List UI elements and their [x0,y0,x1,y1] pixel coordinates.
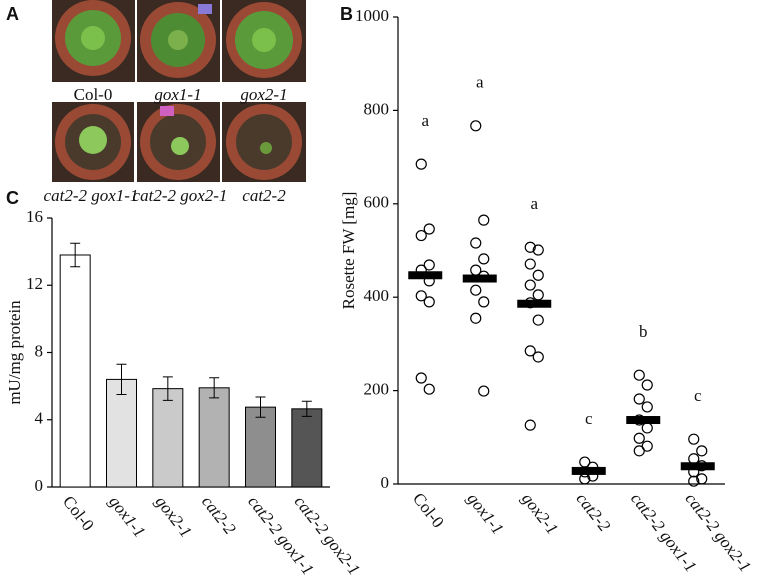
y-tick-label: 400 [364,286,390,305]
error-bar [209,377,220,399]
significance-letter: b [639,322,648,341]
data-point [470,237,482,249]
y-tick-label: 200 [364,380,390,399]
median-bar [462,274,497,283]
bar [106,378,137,488]
data-point [696,473,708,485]
data-point [423,259,435,271]
data-point [532,314,544,326]
data-point [532,289,544,301]
data-point [478,296,490,308]
data-point [470,120,482,132]
bar [198,387,230,488]
data-point [415,372,427,384]
data-point [633,393,645,405]
data-point [524,419,536,431]
error-bar [301,400,312,417]
data-point [641,379,653,391]
y-tick-label: 8 [35,341,44,360]
data-point [415,158,427,170]
y-axis-label: Rosette FW [mg] [339,192,358,310]
photo [222,102,306,182]
error-bar [116,363,127,396]
x-tick-label: gox2-1 [152,492,196,541]
data-point [688,433,700,445]
data-point [633,445,645,457]
bar [59,254,91,488]
panel-label: A [6,4,19,24]
data-point [470,284,482,296]
y-tick-label: 12 [26,274,43,293]
data-point [696,445,708,457]
data-point [524,258,536,270]
data-point [415,290,427,302]
data-point [524,279,536,291]
x-tick-label: cat2-2 [198,492,240,538]
y-axis-label: mU/mg protein [5,300,24,405]
data-point [524,345,536,357]
x-tick-label: Col-0 [59,492,98,534]
y-tick-label: 0 [35,476,44,495]
data-point [688,475,700,487]
error-bar [162,376,173,401]
x-tick-label: gox1-1 [464,489,508,538]
photo-label: cat2-2 gox1-1 [44,186,139,205]
photo-label: gox1-1 [154,85,201,104]
y-tick-label: 0 [381,473,390,492]
median-bar [626,416,661,425]
data-point [470,312,482,324]
y-tick-label: 1000 [355,6,389,25]
photo [222,0,306,82]
x-tick-label: cat2-2 [573,489,615,535]
y-tick-label: 4 [35,409,44,428]
data-point [633,369,645,381]
bar [152,388,184,488]
photo-label: cat2-2 gox2-1 [133,186,228,205]
error-bar [255,396,266,418]
bar [245,406,276,488]
photo-label: Col-0 [74,85,113,104]
significance-letter: a [530,194,538,213]
error-bar [70,242,81,268]
data-point [641,422,653,434]
data-point [423,383,435,395]
significance-letter: a [421,111,429,130]
photo [52,102,134,182]
data-point [478,214,490,226]
y-tick-label: 600 [364,193,390,212]
x-tick-label: gox1-1 [105,492,149,541]
photo-grid [52,0,306,182]
median-bar [680,462,715,471]
x-tick-label: gox2-1 [518,489,562,538]
significance-letter: a [476,73,484,92]
bar [291,408,323,488]
panel-label: B [340,4,353,24]
data-point [478,253,490,265]
y-tick-label: 800 [364,99,390,118]
significance-letter: c [694,386,702,405]
data-point [423,296,435,308]
data-point [478,385,490,397]
y-tick-label: 16 [26,207,43,226]
data-point [423,223,435,235]
photo-label: gox2-1 [240,85,287,104]
data-point [532,351,544,363]
photo [137,102,220,182]
photo [52,0,135,82]
median-bar [571,466,606,475]
photo [137,0,220,82]
data-point [532,269,544,281]
photo-label: cat2-2 [242,186,286,205]
median-bar [408,271,443,280]
data-point [415,229,427,242]
data-point [532,244,544,256]
x-tick-label: Col-0 [409,489,448,531]
panel-label: C [6,188,19,208]
data-point [633,432,645,444]
significance-letter: c [585,409,593,428]
data-point [524,241,536,253]
median-bar [517,299,552,308]
data-point [641,401,653,413]
